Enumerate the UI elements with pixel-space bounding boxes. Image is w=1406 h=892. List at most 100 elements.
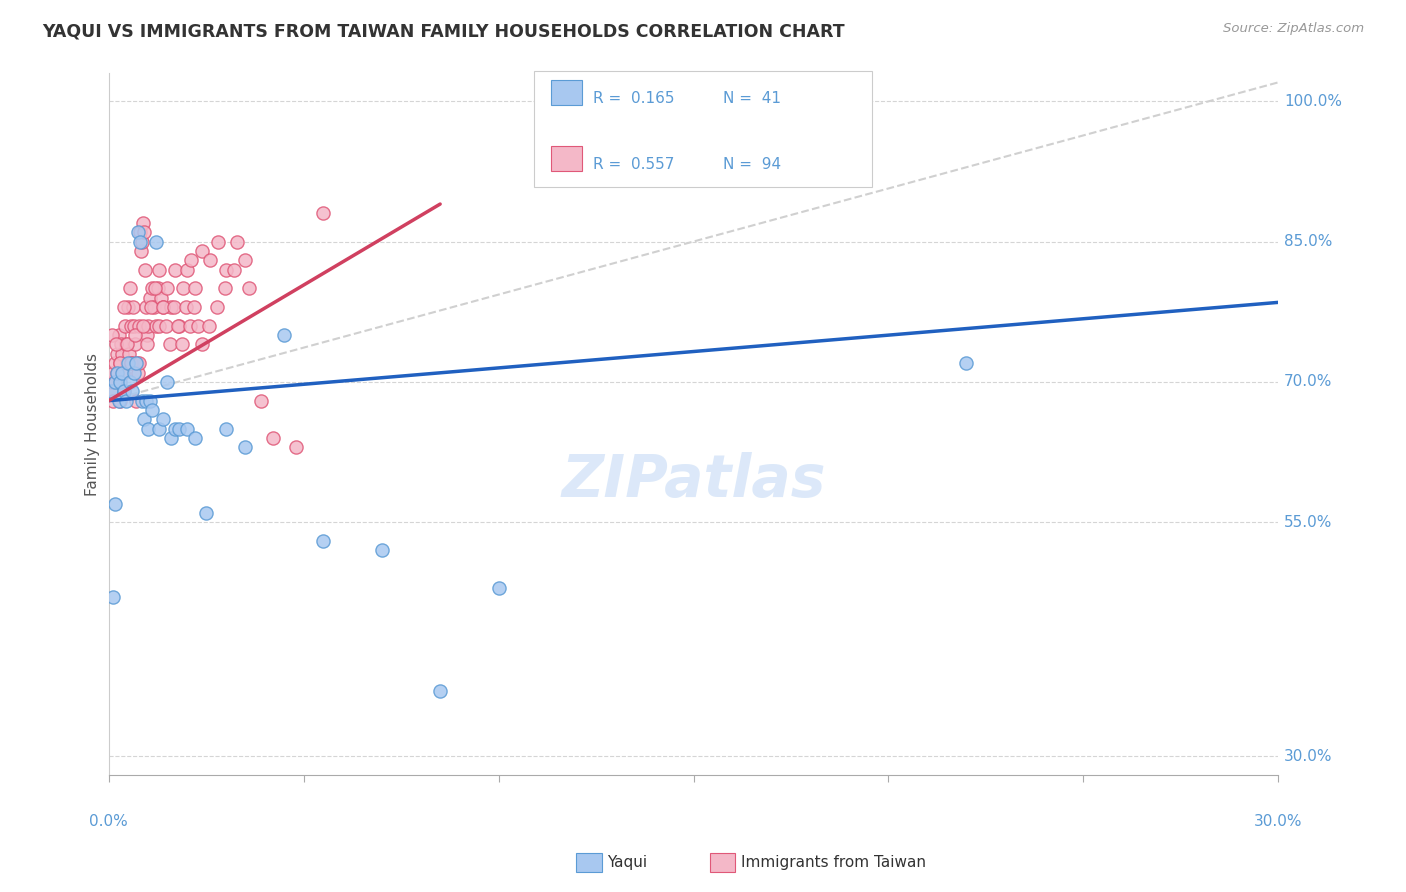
Point xyxy=(215,422,238,436)
Point xyxy=(141,403,163,417)
Point xyxy=(121,356,143,370)
Point xyxy=(226,235,249,249)
Point xyxy=(170,337,193,351)
Point xyxy=(183,431,205,445)
Point xyxy=(120,318,142,333)
Text: Source: ZipAtlas.com: Source: ZipAtlas.com xyxy=(1223,22,1364,36)
Point xyxy=(107,328,129,343)
Point xyxy=(101,591,124,605)
Point xyxy=(198,253,221,268)
Point xyxy=(128,356,150,370)
Point xyxy=(128,318,150,333)
Point xyxy=(429,684,451,698)
Point xyxy=(159,337,181,351)
Point xyxy=(101,328,124,343)
Point xyxy=(156,281,179,295)
Point xyxy=(195,506,218,520)
Point xyxy=(115,337,138,351)
Point xyxy=(100,375,122,389)
Point xyxy=(190,337,212,351)
Point xyxy=(135,328,157,343)
Point xyxy=(125,356,148,370)
Point xyxy=(121,384,143,399)
Point xyxy=(152,300,174,314)
Point xyxy=(122,366,145,380)
Point xyxy=(125,393,148,408)
Point xyxy=(176,422,198,436)
Point xyxy=(180,253,202,268)
Point xyxy=(104,356,127,370)
Text: 100.0%: 100.0% xyxy=(1284,94,1343,109)
Point xyxy=(136,318,159,333)
Point xyxy=(205,300,228,314)
Text: 85.0%: 85.0% xyxy=(1284,234,1333,249)
Point xyxy=(174,300,197,314)
Point xyxy=(370,543,392,558)
Point xyxy=(143,281,166,295)
Point xyxy=(131,235,153,249)
Point xyxy=(132,318,155,333)
Point xyxy=(112,300,135,314)
Point xyxy=(129,225,152,239)
Point xyxy=(152,300,174,314)
Point xyxy=(155,318,177,333)
Point xyxy=(139,300,162,314)
Point xyxy=(112,366,135,380)
Point xyxy=(135,300,157,314)
Text: R =  0.557: R = 0.557 xyxy=(593,157,675,171)
Point xyxy=(156,375,179,389)
Point xyxy=(136,337,159,351)
Point xyxy=(104,337,127,351)
Point xyxy=(117,300,139,314)
Point xyxy=(146,281,169,295)
Point xyxy=(131,216,153,230)
Point xyxy=(104,375,127,389)
Point xyxy=(191,244,214,258)
Point xyxy=(262,431,284,445)
Point xyxy=(101,393,124,408)
Point xyxy=(129,235,152,249)
Text: 0.0%: 0.0% xyxy=(90,814,128,829)
Text: 30.0%: 30.0% xyxy=(1254,814,1302,829)
Point xyxy=(104,497,127,511)
Point xyxy=(114,318,136,333)
Point xyxy=(138,291,160,305)
Point xyxy=(148,262,170,277)
Point xyxy=(167,422,190,436)
Point xyxy=(127,366,149,380)
Point xyxy=(145,235,167,249)
Point xyxy=(167,318,190,333)
Point xyxy=(183,281,205,295)
Point xyxy=(233,441,256,455)
Point xyxy=(132,225,155,239)
Point xyxy=(105,366,128,380)
Text: 55.0%: 55.0% xyxy=(1284,515,1333,530)
Text: N =  41: N = 41 xyxy=(723,91,780,105)
Point xyxy=(115,356,138,370)
Point xyxy=(187,318,209,333)
Text: R =  0.165: R = 0.165 xyxy=(593,91,675,105)
Point xyxy=(134,262,156,277)
Point xyxy=(104,375,127,389)
Point xyxy=(160,431,183,445)
Point xyxy=(120,281,142,295)
Point xyxy=(129,244,152,258)
Text: 70.0%: 70.0% xyxy=(1284,375,1333,390)
Point xyxy=(110,375,132,389)
Text: 30.0%: 30.0% xyxy=(1284,749,1333,764)
Point xyxy=(118,347,141,361)
Point xyxy=(112,384,135,399)
Point xyxy=(222,262,245,277)
Point xyxy=(108,356,131,370)
Point xyxy=(120,375,142,389)
Point xyxy=(135,393,157,408)
Point xyxy=(160,300,183,314)
Point xyxy=(250,393,273,408)
Point xyxy=(138,393,160,408)
Point xyxy=(117,337,139,351)
Point xyxy=(107,393,129,408)
Text: Immigrants from Taiwan: Immigrants from Taiwan xyxy=(741,855,927,870)
Point xyxy=(142,300,165,314)
Point xyxy=(148,422,170,436)
Point xyxy=(117,356,139,370)
